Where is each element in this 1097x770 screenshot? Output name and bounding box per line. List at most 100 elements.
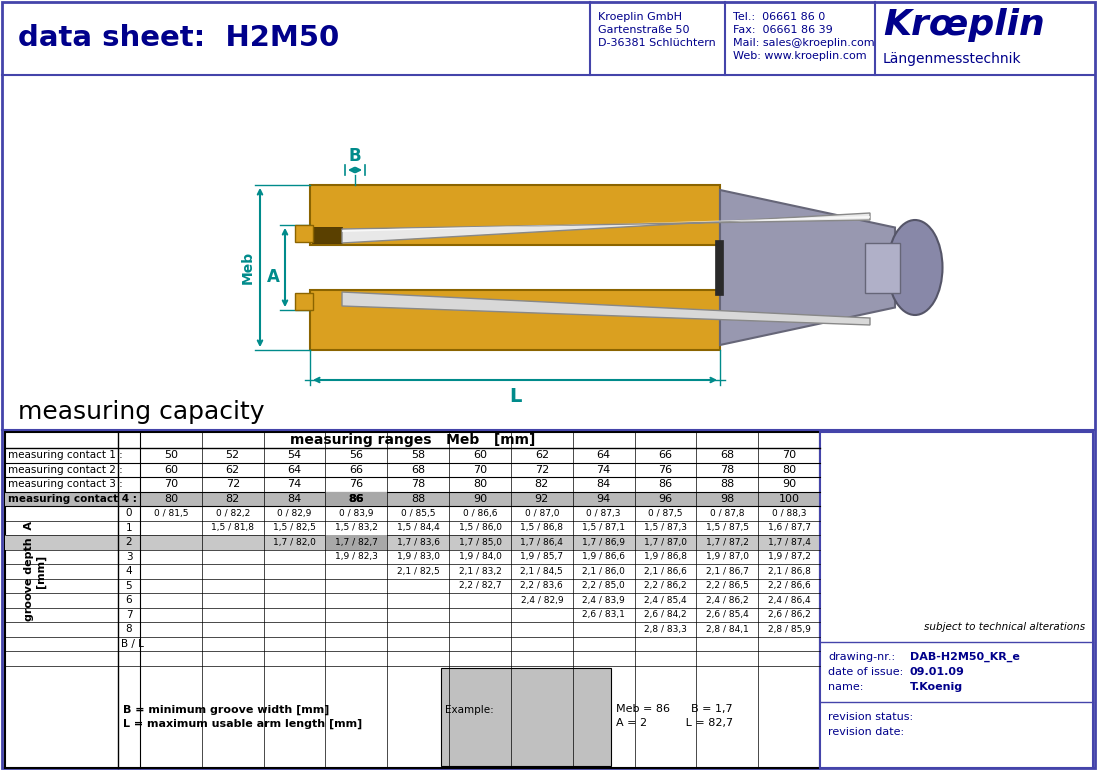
Text: 2,1 / 86,0: 2,1 / 86,0 <box>583 567 625 576</box>
Text: 2,1 / 83,2: 2,1 / 83,2 <box>459 567 501 576</box>
Text: DAB-H2M50_KR_e: DAB-H2M50_KR_e <box>911 652 1020 662</box>
Text: 2,2 / 83,6: 2,2 / 83,6 <box>520 581 563 591</box>
Text: groove depth  A
[mm]: groove depth A [mm] <box>24 521 46 621</box>
Text: Meb = 86      B = 1,7: Meb = 86 B = 1,7 <box>617 704 733 714</box>
Text: 1,9 / 83,0: 1,9 / 83,0 <box>397 552 440 561</box>
Text: 84: 84 <box>287 494 302 504</box>
Text: 68: 68 <box>721 450 734 460</box>
Text: 1,5 / 87,5: 1,5 / 87,5 <box>705 524 749 532</box>
Text: Fax:  06661 86 39: Fax: 06661 86 39 <box>733 25 833 35</box>
Text: 98: 98 <box>720 494 734 504</box>
Bar <box>326 535 387 550</box>
Text: 1,5 / 84,4: 1,5 / 84,4 <box>397 524 440 532</box>
Text: 2,4 / 86,4: 2,4 / 86,4 <box>768 596 811 604</box>
Text: 1,5 / 87,3: 1,5 / 87,3 <box>644 524 687 532</box>
Text: 1,5 / 82,5: 1,5 / 82,5 <box>273 524 316 532</box>
Polygon shape <box>295 225 313 242</box>
Text: 2,6 / 83,1: 2,6 / 83,1 <box>583 611 625 619</box>
Text: 1,7 / 87,2: 1,7 / 87,2 <box>705 537 749 547</box>
Text: 80: 80 <box>473 479 487 489</box>
Text: measuring contact 4 :: measuring contact 4 : <box>8 494 137 504</box>
Text: revision date:: revision date: <box>828 727 904 737</box>
Text: 2,2 / 85,0: 2,2 / 85,0 <box>583 581 625 591</box>
Polygon shape <box>342 216 870 232</box>
Text: T.Koenig: T.Koenig <box>911 682 963 692</box>
Text: measuring ranges   Meb   [mm]: measuring ranges Meb [mm] <box>290 433 535 447</box>
Text: 2,1 / 82,5: 2,1 / 82,5 <box>397 567 440 576</box>
Text: 0 / 87,8: 0 / 87,8 <box>710 509 745 517</box>
Text: 80: 80 <box>782 465 796 475</box>
Text: 2,8 / 84,1: 2,8 / 84,1 <box>705 624 748 634</box>
Text: 66: 66 <box>658 450 672 460</box>
Text: 78: 78 <box>720 465 734 475</box>
Text: Example:: Example: <box>445 705 494 715</box>
Text: 2,6 / 84,2: 2,6 / 84,2 <box>644 611 687 619</box>
Text: name:: name: <box>828 682 863 692</box>
Text: 72: 72 <box>226 479 240 489</box>
Text: 58: 58 <box>411 450 426 460</box>
Text: B: B <box>349 147 361 165</box>
Text: 0 / 85,5: 0 / 85,5 <box>400 509 436 517</box>
Text: 1,9 / 87,2: 1,9 / 87,2 <box>768 552 811 561</box>
Text: 3: 3 <box>126 552 133 562</box>
Text: 74: 74 <box>287 479 302 489</box>
Text: drawing-nr.:: drawing-nr.: <box>828 652 895 662</box>
Text: 2,2 / 86,5: 2,2 / 86,5 <box>705 581 748 591</box>
Text: 6: 6 <box>126 595 133 605</box>
Polygon shape <box>342 213 870 243</box>
Text: 5: 5 <box>126 581 133 591</box>
Text: 0 / 82,9: 0 / 82,9 <box>278 509 312 517</box>
Text: Meb: Meb <box>241 251 255 284</box>
Text: 1: 1 <box>126 523 133 533</box>
Text: 76: 76 <box>349 479 363 489</box>
Text: 0 / 87,3: 0 / 87,3 <box>587 509 621 517</box>
Text: 88: 88 <box>720 479 734 489</box>
Text: 66: 66 <box>349 465 363 475</box>
Text: 86: 86 <box>349 494 364 504</box>
Text: 72: 72 <box>534 465 548 475</box>
Text: Kroeplin GmbH: Kroeplin GmbH <box>598 12 682 22</box>
Text: 68: 68 <box>411 465 426 475</box>
Text: subject to technical alterations: subject to technical alterations <box>924 622 1085 632</box>
Text: 1,9 / 86,6: 1,9 / 86,6 <box>583 552 625 561</box>
Text: B / L: B / L <box>121 639 144 649</box>
Text: 0 / 82,2: 0 / 82,2 <box>216 509 250 517</box>
Text: Web: www.kroeplin.com: Web: www.kroeplin.com <box>733 51 867 61</box>
Bar <box>5 491 819 506</box>
Ellipse shape <box>887 220 942 315</box>
Text: 0 / 83,9: 0 / 83,9 <box>339 509 374 517</box>
Bar <box>441 668 611 766</box>
Text: 2,4 / 83,9: 2,4 / 83,9 <box>583 596 625 604</box>
Text: measuring capacity: measuring capacity <box>18 400 264 424</box>
Text: 84: 84 <box>597 479 611 489</box>
Text: 2,8 / 83,3: 2,8 / 83,3 <box>644 624 687 634</box>
Text: 2,1 / 86,7: 2,1 / 86,7 <box>705 567 749 576</box>
Text: 1,7 / 87,4: 1,7 / 87,4 <box>768 537 811 547</box>
Polygon shape <box>720 190 895 345</box>
Bar <box>312 227 342 243</box>
Bar <box>310 185 720 245</box>
Polygon shape <box>342 292 870 325</box>
Text: 0 / 87,0: 0 / 87,0 <box>524 509 559 517</box>
Text: date of issue:: date of issue: <box>828 667 903 677</box>
Text: 2,2 / 82,7: 2,2 / 82,7 <box>459 581 501 591</box>
Text: 1,7 / 82,7: 1,7 / 82,7 <box>335 537 377 547</box>
Text: 54: 54 <box>287 450 302 460</box>
Text: 74: 74 <box>597 465 611 475</box>
Text: 78: 78 <box>411 479 426 489</box>
Text: revision status:: revision status: <box>828 712 913 722</box>
Text: 1,5 / 86,8: 1,5 / 86,8 <box>520 524 564 532</box>
Text: 100: 100 <box>779 494 800 504</box>
Bar <box>866 243 900 293</box>
Text: 76: 76 <box>658 465 672 475</box>
Text: 82: 82 <box>534 479 548 489</box>
Text: 62: 62 <box>534 450 548 460</box>
Text: 60: 60 <box>473 450 487 460</box>
Text: 2,8 / 85,9: 2,8 / 85,9 <box>768 624 811 634</box>
Text: 2,1 / 86,8: 2,1 / 86,8 <box>768 567 811 576</box>
Text: A: A <box>267 269 280 286</box>
Text: 90: 90 <box>473 494 487 504</box>
Text: 1,7 / 85,0: 1,7 / 85,0 <box>459 537 501 547</box>
Text: 1,5 / 83,2: 1,5 / 83,2 <box>335 524 377 532</box>
Text: Gartenstraße 50: Gartenstraße 50 <box>598 25 690 35</box>
